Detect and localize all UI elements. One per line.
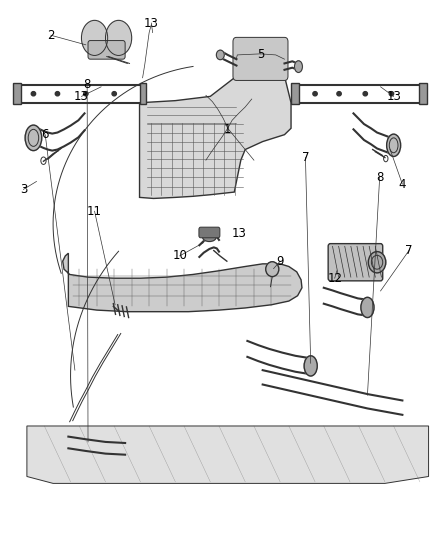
Text: 3: 3: [20, 183, 27, 196]
FancyBboxPatch shape: [328, 244, 383, 281]
Polygon shape: [140, 74, 291, 198]
Text: 1: 1: [224, 123, 231, 136]
Bar: [140, 83, 146, 104]
Text: 4: 4: [399, 177, 406, 191]
Ellipse shape: [337, 92, 341, 96]
Text: 13: 13: [231, 227, 246, 240]
Bar: [291, 83, 299, 104]
FancyBboxPatch shape: [199, 227, 220, 238]
Ellipse shape: [216, 50, 224, 60]
Ellipse shape: [202, 232, 216, 241]
Text: 5: 5: [257, 49, 264, 61]
Ellipse shape: [25, 125, 42, 151]
Ellipse shape: [361, 297, 374, 318]
Text: 6: 6: [42, 128, 49, 141]
Text: 7: 7: [405, 244, 413, 257]
Text: 13: 13: [386, 90, 401, 103]
Polygon shape: [27, 426, 428, 483]
FancyBboxPatch shape: [88, 41, 125, 59]
Text: 12: 12: [327, 272, 342, 285]
Ellipse shape: [294, 61, 302, 72]
Ellipse shape: [266, 262, 279, 277]
Ellipse shape: [368, 252, 386, 273]
Bar: [419, 83, 427, 104]
Text: 11: 11: [87, 205, 102, 217]
Text: 8: 8: [84, 78, 91, 91]
Ellipse shape: [389, 92, 394, 96]
FancyBboxPatch shape: [233, 37, 288, 80]
Text: 8: 8: [376, 171, 383, 184]
Text: 2: 2: [47, 29, 55, 42]
Ellipse shape: [55, 92, 60, 96]
Ellipse shape: [304, 356, 317, 376]
Ellipse shape: [31, 92, 35, 96]
Ellipse shape: [363, 92, 367, 96]
Text: 7: 7: [302, 151, 309, 164]
Bar: [13, 83, 21, 104]
Ellipse shape: [84, 92, 88, 96]
Text: 13: 13: [144, 17, 159, 29]
Ellipse shape: [313, 92, 317, 96]
Ellipse shape: [387, 134, 401, 157]
Text: 10: 10: [172, 249, 187, 262]
Ellipse shape: [106, 20, 132, 55]
Ellipse shape: [81, 20, 108, 55]
Text: 9: 9: [276, 255, 284, 268]
Ellipse shape: [112, 92, 117, 96]
Polygon shape: [63, 253, 302, 312]
Text: 13: 13: [74, 90, 89, 103]
